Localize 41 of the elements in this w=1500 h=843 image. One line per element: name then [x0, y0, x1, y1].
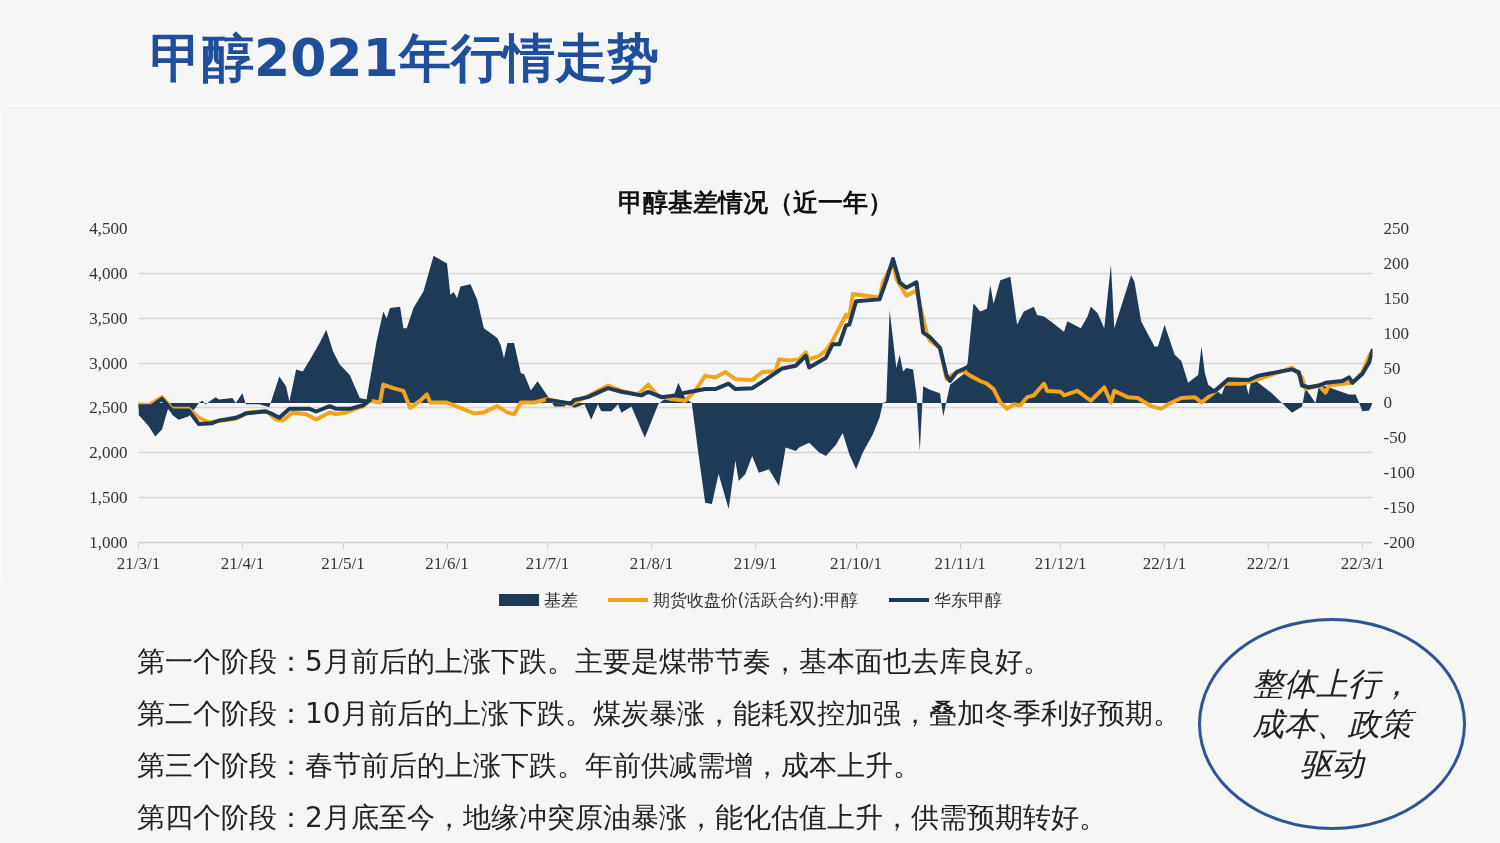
- y-tick-label: 1,000: [89, 533, 128, 552]
- text: 第一个阶段：5月前后的上涨下跌。主要是煤带节奏，基本面也去库良好。: [137, 644, 1052, 680]
- y-tick-label: 4,000: [89, 263, 128, 283]
- y-tick-label: 2,000: [89, 443, 128, 463]
- x-tick-label: 21/4/1: [220, 553, 265, 573]
- x-tick-label: 21/9/1: [733, 553, 778, 573]
- text: 整体上行，成本、政策驱动: [1251, 664, 1417, 784]
- y2-tick-label: 50: [1383, 358, 1401, 378]
- x-tick-label: 21/10/1: [830, 553, 883, 573]
- chart-title: 甲醇2021年行情走势: [149, 27, 659, 90]
- x-tick-label: 21/12/1: [1034, 553, 1087, 573]
- y2-tick-label: 100: [1383, 323, 1409, 343]
- x-tick-label: 22/1/1: [1142, 553, 1187, 573]
- y-tick-label: 3,500: [89, 308, 128, 328]
- y2-tick-label: 250: [1383, 219, 1409, 238]
- text: 第二个阶段：10月前后的上涨下跌。煤炭暴涨，能耗双控加强，叠加冬季利好预期。: [137, 696, 1181, 732]
- legend-label: 华东甲醇: [933, 588, 1002, 612]
- y2-tick-label: 200: [1383, 253, 1409, 273]
- legend-label: 基差: [543, 588, 578, 612]
- x-tick-label: 22/3/1: [1340, 553, 1385, 573]
- y-tick-label: 4,500: [89, 219, 128, 238]
- y2-tick-label: 0: [1383, 393, 1392, 413]
- y2-tick-label: -200: [1383, 533, 1415, 552]
- y2-tick-label: -50: [1383, 428, 1407, 448]
- x-tick-label: 21/3/1: [116, 553, 161, 573]
- y2-tick-label: -100: [1383, 463, 1415, 483]
- chart-subtitle: 甲醇基差情况（近一年）: [618, 187, 893, 217]
- x-tick-label: 21/7/1: [525, 553, 570, 573]
- x-tick-label: 21/6/1: [425, 553, 469, 573]
- x-tick-label: 21/11/1: [934, 553, 986, 573]
- x-tick-label: 22/2/1: [1246, 553, 1291, 573]
- y2-tick-label: -150: [1383, 498, 1415, 518]
- y-tick-label: 1,500: [89, 488, 128, 508]
- text: 第三个阶段：春节前后的上涨下跌。年前供减需增，成本上升。: [137, 748, 922, 784]
- y-tick-label: 3,000: [89, 353, 128, 373]
- text: 第四个阶段：2月底至今，地缘冲突原油暴涨，能化估值上升，供需预期转好。: [137, 800, 1108, 836]
- legend-label: 期货收盘价(活跃合约):甲醇: [652, 588, 859, 612]
- y-tick-label: 2,500: [89, 398, 128, 418]
- x-tick-label: 21/5/1: [321, 553, 365, 573]
- y2-tick-label: 150: [1383, 288, 1409, 308]
- x-tick-label: 21/8/1: [629, 553, 674, 573]
